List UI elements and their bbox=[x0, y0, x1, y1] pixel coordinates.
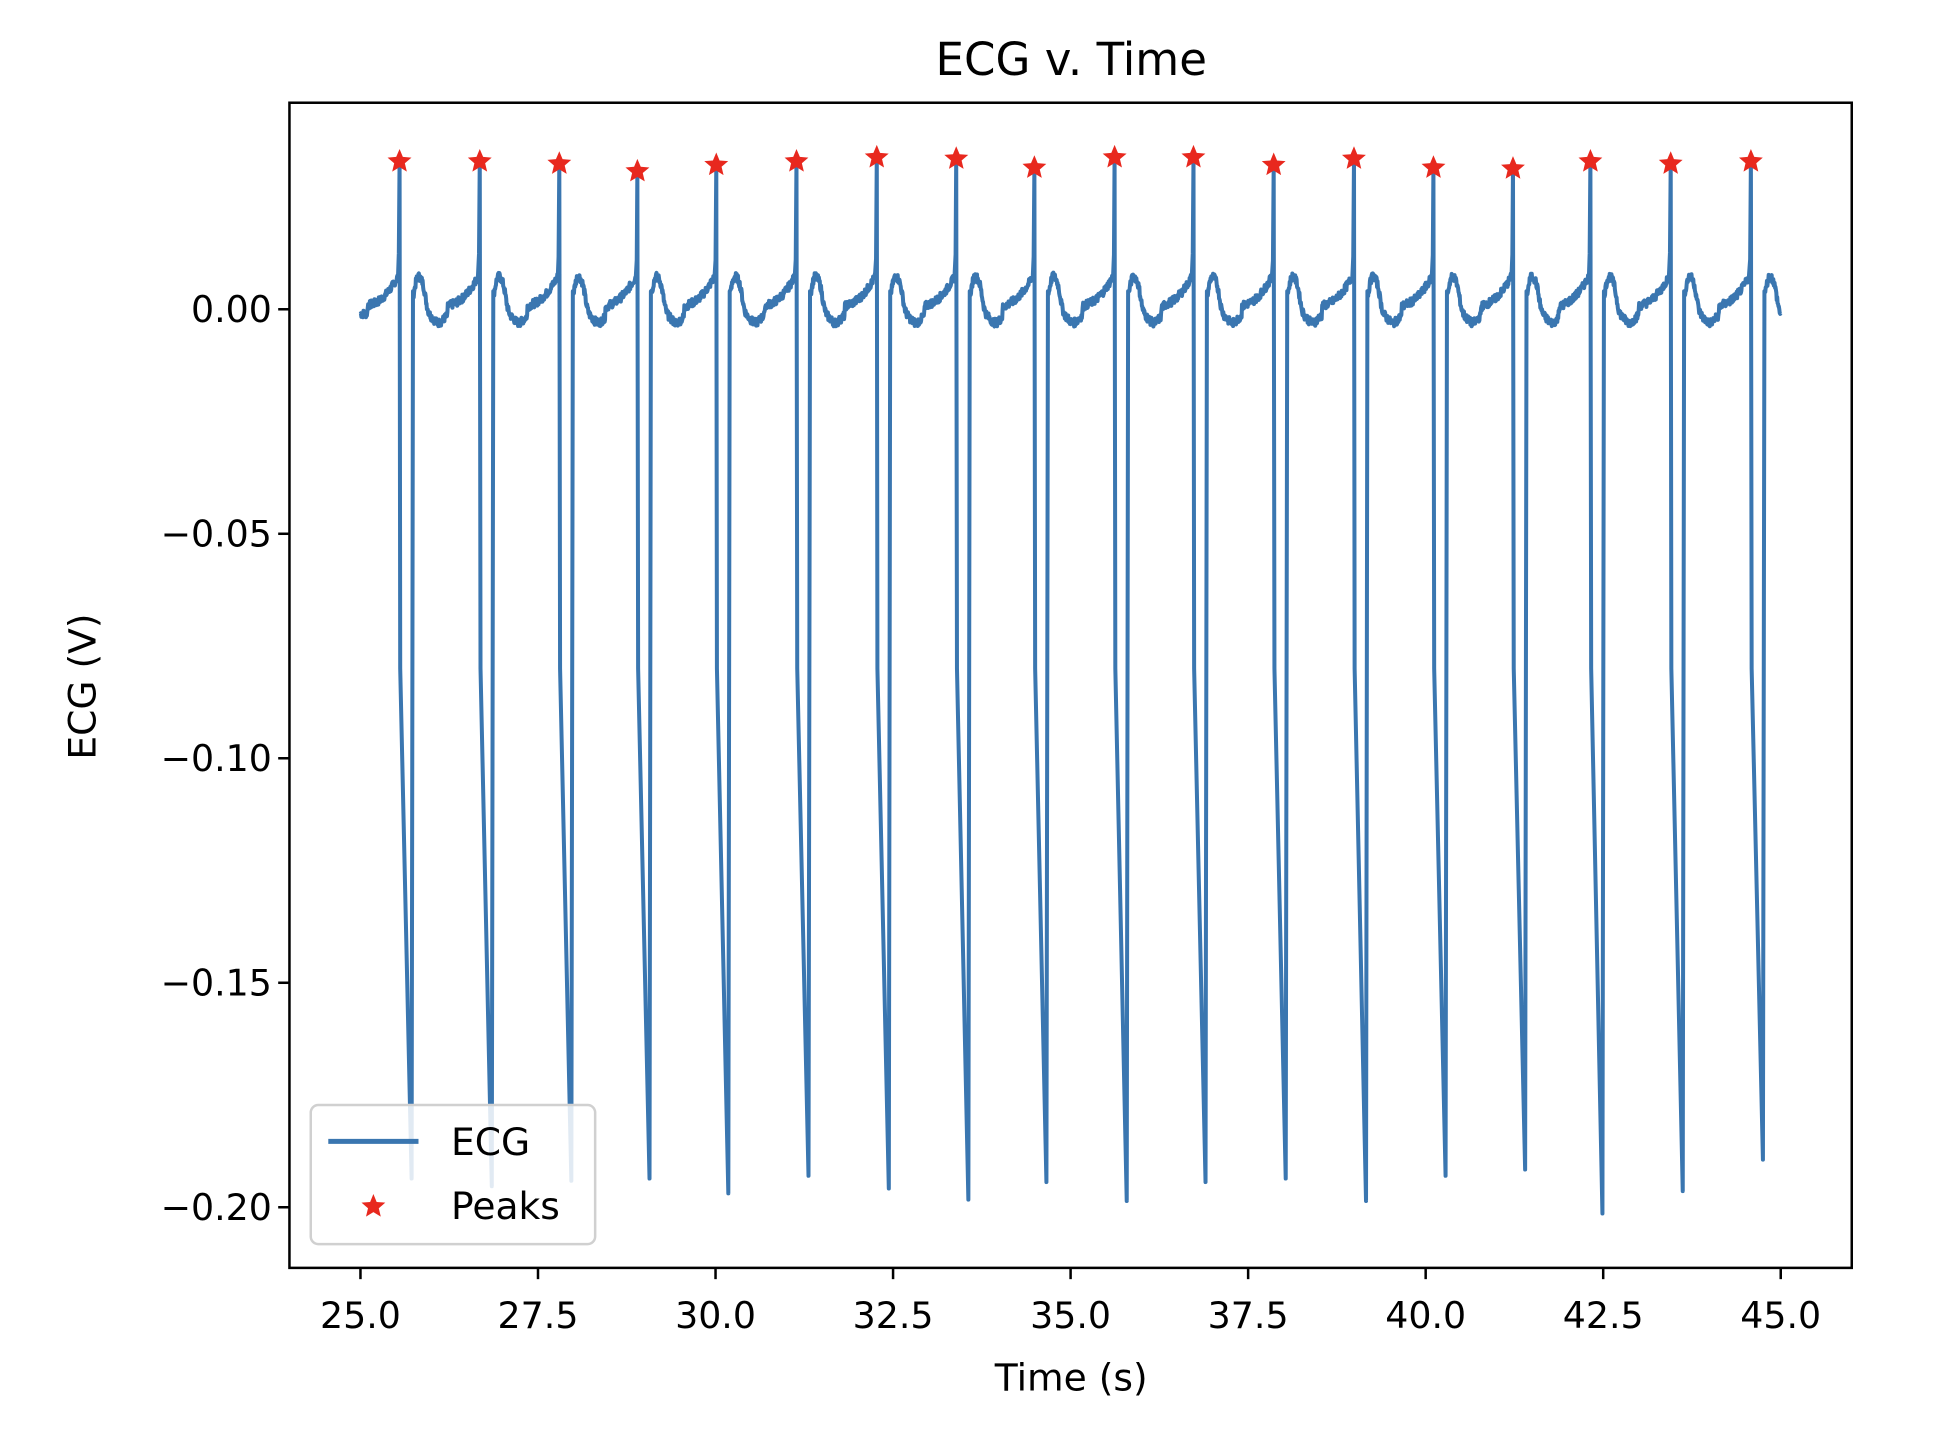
peak-marker bbox=[625, 158, 650, 182]
peak-marker bbox=[1102, 144, 1127, 168]
y-tick-label: −0.20 bbox=[161, 1186, 272, 1229]
x-axis: 25.0 27.5 30.0 32.5 35.0 37.5 40.0 42.5 45.0 bbox=[320, 1267, 1821, 1337]
x-tick-label: 32.5 bbox=[853, 1294, 934, 1337]
peak-marker bbox=[704, 152, 729, 176]
y-tick-label: 0.00 bbox=[191, 288, 272, 331]
peak-marker bbox=[784, 148, 809, 172]
peak-marker bbox=[1501, 156, 1525, 179]
legend-peaks-star-icon bbox=[361, 1193, 386, 1217]
y-tick-label: −0.10 bbox=[161, 737, 272, 780]
x-tick-label: 35.0 bbox=[1030, 1294, 1111, 1337]
chart-title: ECG v. Time bbox=[935, 33, 1206, 86]
peak-marker bbox=[1738, 148, 1763, 172]
x-tick-label: 30.0 bbox=[675, 1294, 756, 1337]
y-axis-label: ECG (V) bbox=[60, 614, 104, 760]
peak-marker bbox=[944, 146, 969, 169]
peak-marker bbox=[467, 148, 492, 172]
y-axis: 0.00 −0.05 −0.10 −0.15 −0.20 bbox=[161, 288, 290, 1229]
legend: ECG Peaks bbox=[309, 1103, 597, 1246]
peak-marker bbox=[864, 144, 889, 168]
plot-area bbox=[358, 144, 1783, 1216]
ecg-series-line bbox=[358, 154, 1783, 1216]
peak-marker bbox=[1578, 148, 1603, 172]
y-tick-label: −0.15 bbox=[161, 961, 272, 1004]
x-tick-label: 27.5 bbox=[498, 1294, 579, 1337]
x-tick-label: 40.0 bbox=[1385, 1294, 1466, 1337]
peak-marker bbox=[547, 151, 572, 174]
x-tick-label: 45.0 bbox=[1740, 1294, 1821, 1337]
axes-frame bbox=[288, 101, 1854, 1270]
y-tick-label: −0.05 bbox=[161, 512, 272, 555]
peak-marker bbox=[1181, 144, 1206, 168]
peak-marker bbox=[1022, 155, 1047, 178]
legend-ecg-label: ECG bbox=[451, 1120, 530, 1164]
x-axis-label: Time (s) bbox=[994, 1356, 1148, 1400]
peak-marker bbox=[387, 148, 412, 172]
peak-marker bbox=[1261, 152, 1286, 176]
x-tick-label: 25.0 bbox=[320, 1294, 401, 1337]
peak-marker bbox=[1341, 146, 1366, 169]
peak-marker bbox=[1421, 155, 1446, 178]
x-tick-label: 37.5 bbox=[1208, 1294, 1289, 1337]
peak-marker bbox=[1658, 151, 1683, 174]
legend-peaks-label: Peaks bbox=[451, 1184, 560, 1228]
x-tick-label: 42.5 bbox=[1563, 1294, 1644, 1337]
